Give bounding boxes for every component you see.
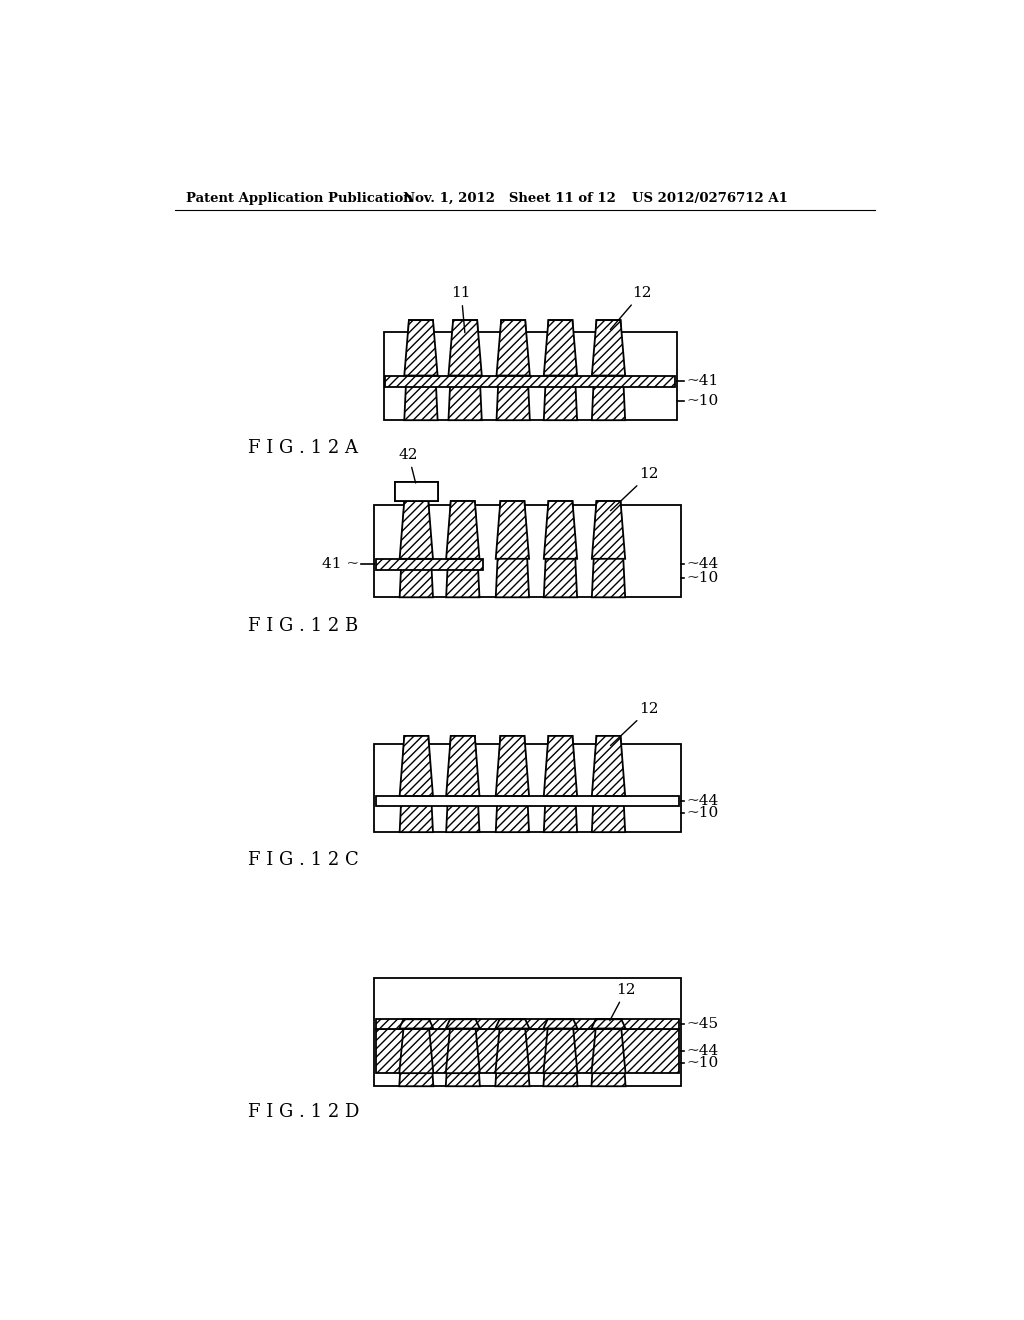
Text: ~45: ~45 [686, 1016, 718, 1031]
Text: Nov. 1, 2012   Sheet 11 of 12: Nov. 1, 2012 Sheet 11 of 12 [403, 191, 616, 205]
Polygon shape [592, 737, 626, 796]
Polygon shape [449, 321, 481, 376]
Polygon shape [446, 502, 479, 558]
Text: ~10: ~10 [686, 393, 718, 408]
Text: 12: 12 [610, 702, 659, 746]
Polygon shape [445, 1028, 480, 1073]
Polygon shape [544, 737, 578, 832]
Polygon shape [544, 321, 578, 376]
Text: ~44: ~44 [686, 557, 718, 572]
Polygon shape [496, 502, 529, 558]
Text: 12: 12 [610, 983, 636, 1020]
Text: 11: 11 [452, 286, 471, 333]
Polygon shape [592, 321, 626, 420]
Polygon shape [496, 737, 529, 832]
Polygon shape [544, 502, 578, 597]
Bar [375, 978, 681, 1086]
Polygon shape [544, 321, 578, 420]
Polygon shape [446, 502, 479, 597]
Polygon shape [449, 321, 481, 420]
Text: ~44: ~44 [686, 793, 718, 808]
Polygon shape [445, 1019, 480, 1028]
Text: Patent Application Publication: Patent Application Publication [186, 191, 413, 205]
Polygon shape [496, 502, 529, 597]
Polygon shape [592, 1019, 626, 1086]
Text: F I G . 1 2 C: F I G . 1 2 C [248, 851, 358, 870]
Polygon shape [592, 1019, 626, 1028]
Text: 41 ~: 41 ~ [322, 557, 359, 572]
Polygon shape [399, 502, 433, 597]
Polygon shape [399, 1019, 433, 1086]
Polygon shape [592, 737, 626, 832]
Polygon shape [592, 321, 626, 376]
Bar [375, 743, 681, 832]
Polygon shape [399, 1028, 433, 1073]
Bar [384, 331, 677, 420]
Text: F I G . 1 2 A: F I G . 1 2 A [248, 440, 358, 458]
Bar [376, 796, 679, 807]
Polygon shape [399, 502, 433, 558]
Polygon shape [592, 1028, 626, 1073]
Polygon shape [399, 737, 433, 832]
Polygon shape [399, 737, 433, 796]
Text: F I G . 1 2 D: F I G . 1 2 D [248, 1104, 359, 1121]
Polygon shape [544, 1019, 578, 1086]
Text: ~44: ~44 [686, 1044, 718, 1057]
Text: ~10: ~10 [686, 572, 718, 585]
Polygon shape [446, 737, 479, 832]
Text: 12: 12 [610, 467, 659, 511]
Polygon shape [497, 321, 529, 420]
Bar [395, 482, 437, 502]
Text: ~41: ~41 [686, 375, 718, 388]
Text: 12: 12 [610, 286, 651, 330]
Polygon shape [544, 737, 578, 796]
Text: ~10: ~10 [686, 807, 718, 820]
Bar [385, 376, 675, 387]
Bar [376, 558, 483, 570]
Polygon shape [544, 502, 578, 558]
Text: ~10: ~10 [686, 1056, 718, 1071]
Polygon shape [544, 1019, 578, 1028]
Text: F I G . 1 2 B: F I G . 1 2 B [248, 616, 358, 635]
Text: 42: 42 [398, 447, 418, 483]
Polygon shape [445, 1019, 480, 1086]
Polygon shape [404, 321, 437, 376]
Polygon shape [496, 1019, 529, 1028]
Bar [376, 1028, 679, 1073]
Bar [395, 482, 437, 502]
Polygon shape [399, 1019, 433, 1028]
Text: US 2012/0276712 A1: US 2012/0276712 A1 [632, 191, 787, 205]
Polygon shape [496, 1019, 529, 1086]
Polygon shape [497, 321, 529, 376]
Polygon shape [592, 502, 626, 597]
Polygon shape [544, 1028, 578, 1073]
Polygon shape [496, 1028, 529, 1073]
Polygon shape [404, 321, 437, 420]
Bar [376, 1019, 679, 1028]
Polygon shape [446, 737, 479, 796]
Polygon shape [496, 737, 529, 796]
Bar [375, 506, 681, 597]
Polygon shape [592, 502, 626, 558]
